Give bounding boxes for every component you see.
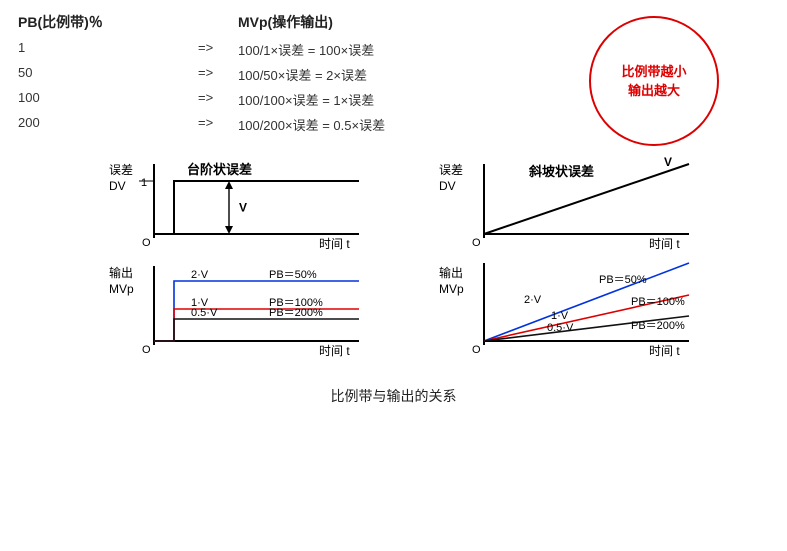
header-mvp: MVp(操作输出) [238,12,589,32]
svg-text:V: V [664,156,672,169]
mvp-expr: 100/200×误差 = 0.5×误差 [238,115,589,134]
svg-text:误差: 误差 [439,163,463,177]
svg-text:V: V [239,201,247,215]
pb-row: 200=>100/200×误差 = 0.5×误差 [18,115,589,134]
ramp-column: 误差 DV O 时间 t 斜坡状误差 V 输出 MVp O 时间 t PB＝50% 2·V PB＝10… [429,156,729,376]
pb-value: 100 [18,90,198,109]
svg-text:台阶状误差: 台阶状误差 [187,162,252,177]
svg-text:误差: 误差 [109,163,133,177]
svg-text:斜坡状误差: 斜坡状误差 [528,164,594,179]
svg-text:0.5·V: 0.5·V [547,322,574,334]
svg-text:输出: 输出 [109,265,133,280]
svg-text:PB＝50%: PB＝50% [599,274,647,286]
arrow: => [198,115,238,134]
pb-value: 50 [18,65,198,84]
svg-text:输出: 输出 [439,265,463,280]
svg-text:0.5·V: 0.5·V [191,307,218,319]
svg-text:时间 t: 时间 t [319,344,350,358]
svg-text:O: O [142,344,151,356]
caption: 比例带与输出的关系 [18,386,769,406]
svg-text:时间 t: 时间 t [649,344,680,358]
ramp-output-chart: 输出 MVp O 时间 t PB＝50% 2·V PB＝100% 1·V PB＝200% 0.5·… [429,261,729,371]
step-error-chart: 误差 DV 1 O 时间 t 台阶状误差 V [99,156,399,256]
svg-text:1: 1 [141,177,147,189]
svg-text:时间 t: 时间 t [319,237,350,251]
svg-text:时间 t: 时间 t [649,237,680,251]
svg-text:O: O [472,344,481,356]
header-pb: PB(比例带)％ [18,12,198,32]
pb-row: 100=>100/100×误差 = 1×误差 [18,90,589,109]
pb-table: PB(比例带)％ MVp(操作输出) 1=>100/1×误差 = 100×误差5… [18,12,589,140]
svg-text:PB＝50%: PB＝50% [269,269,317,281]
svg-text:O: O [472,237,481,249]
circle-line1: 比例带越小 [621,62,686,82]
svg-text:PB＝100%: PB＝100% [631,296,685,308]
svg-text:PB＝200%: PB＝200% [631,320,685,332]
svg-text:MVp: MVp [439,282,464,296]
svg-text:2·V: 2·V [191,269,209,281]
mvp-expr: 100/1×误差 = 100×误差 [238,40,589,59]
arrow: => [198,90,238,109]
svg-text:1·V: 1·V [551,310,569,322]
mvp-expr: 100/50×误差 = 2×误差 [238,65,589,84]
step-output-chart: 输出MVpO时间 t2·VPB＝50%1·VPB＝100%0.5·VPB＝200… [99,261,399,371]
step-column: 误差DV1O时间 t台阶状误差V 输出MVpO时间 t2·VPB＝50%1·VP… [99,156,399,376]
circle-line2: 输出越大 [628,81,680,101]
svg-text:DV: DV [109,179,126,193]
mvp-expr: 100/100×误差 = 1×误差 [238,90,589,109]
pb-row: 1=>100/1×误差 = 100×误差 [18,40,589,59]
svg-text:MVp: MVp [109,282,134,296]
arrow: => [198,65,238,84]
ramp-error-chart: 误差 DV O 时间 t 斜坡状误差 V [429,156,729,256]
rule-circle: 比例带越小 输出越大 [589,16,719,146]
arrow: => [198,40,238,59]
svg-text:PB＝200%: PB＝200% [269,307,323,319]
pb-value: 1 [18,40,198,59]
pb-row: 50=>100/50×误差 = 2×误差 [18,65,589,84]
svg-text:2·V: 2·V [524,294,542,306]
svg-text:O: O [142,237,151,249]
svg-text:DV: DV [439,179,456,193]
pb-value: 200 [18,115,198,134]
